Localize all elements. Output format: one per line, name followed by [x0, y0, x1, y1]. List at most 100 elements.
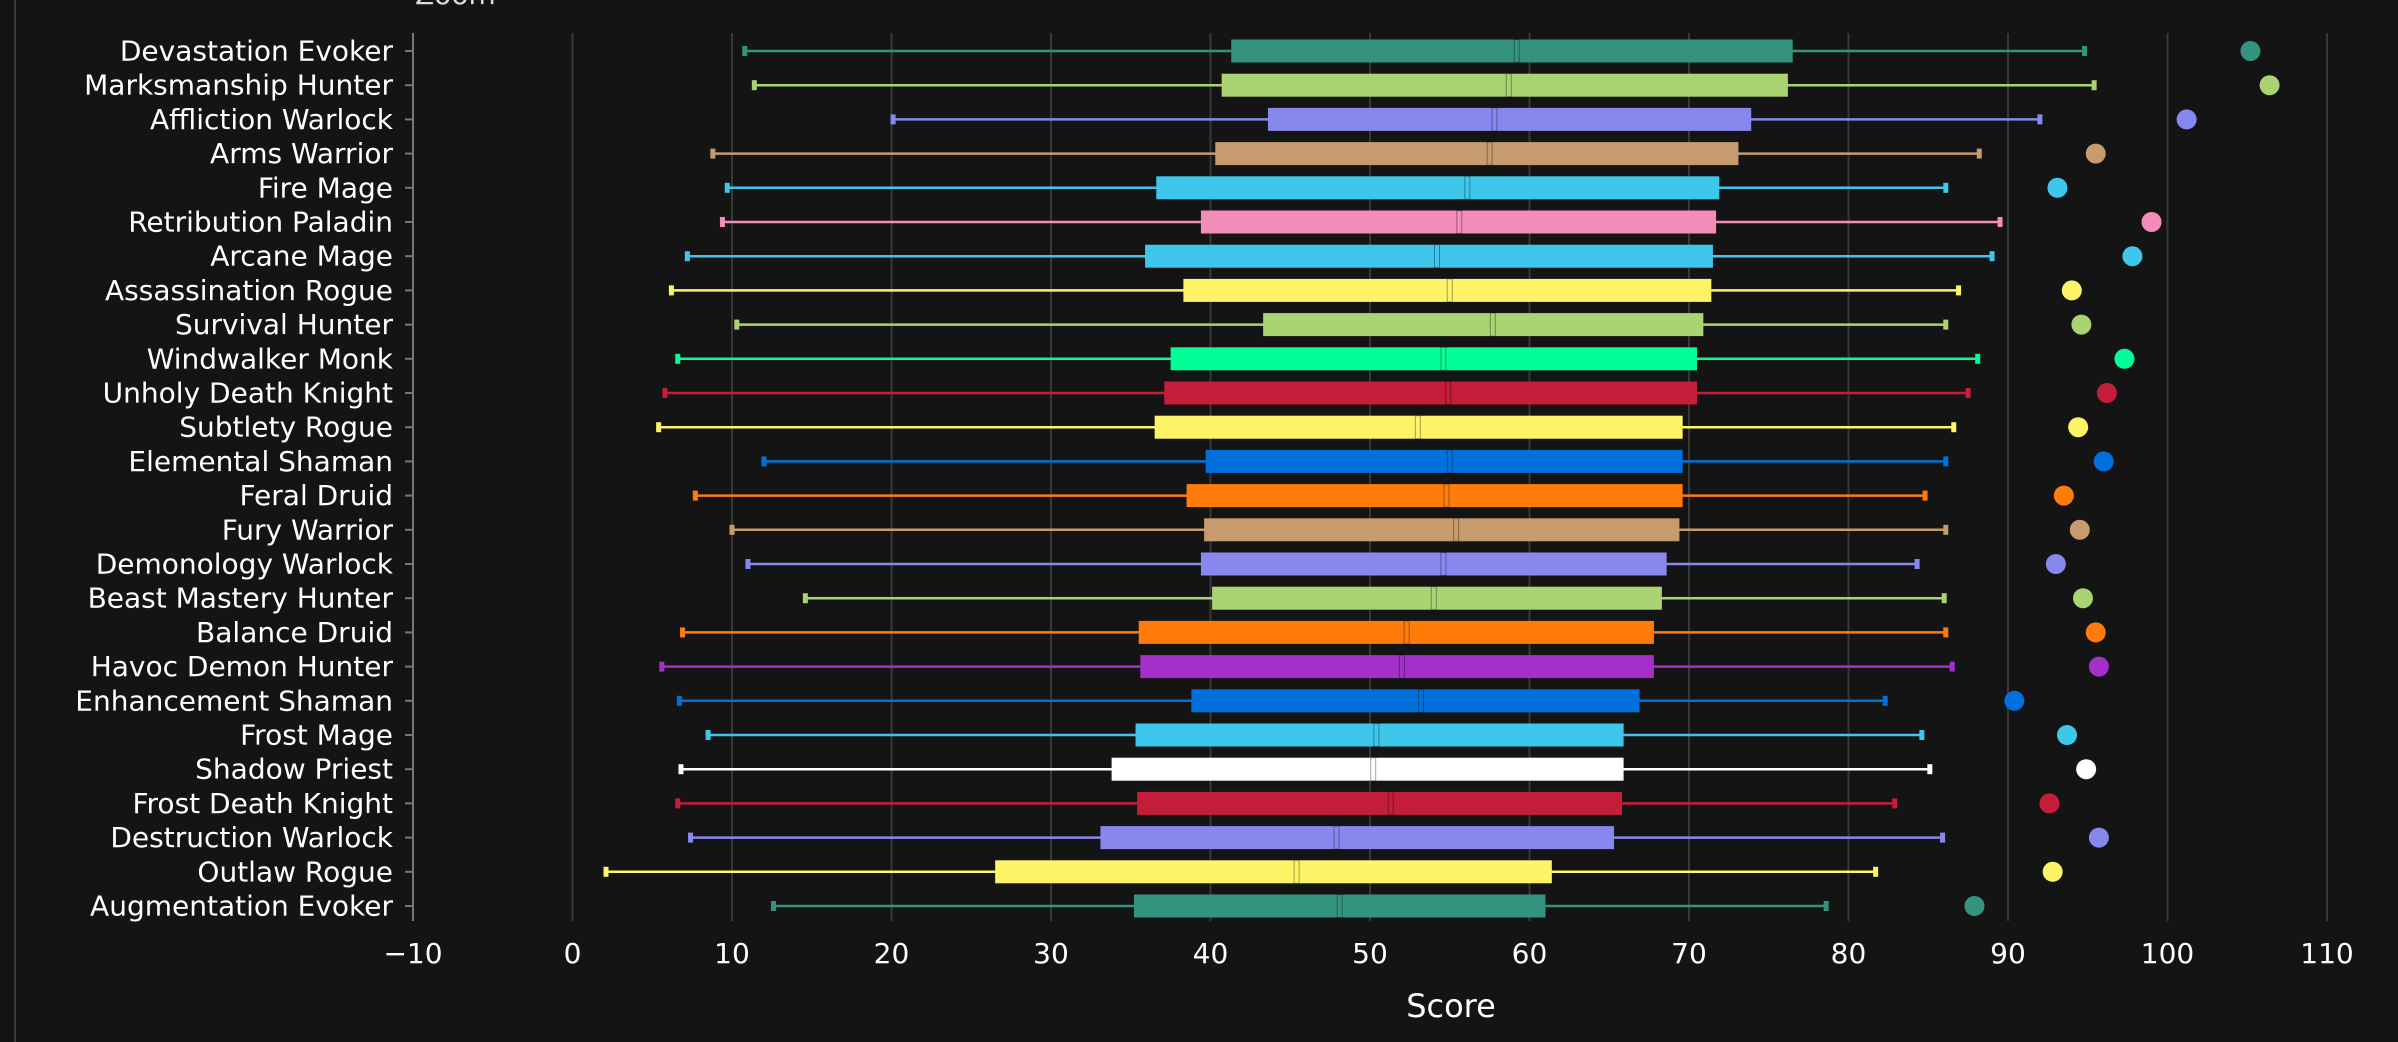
- category-label: Survival Hunter: [175, 308, 394, 341]
- max-point: [2088, 656, 2109, 677]
- whisker-cap-max: [1943, 524, 1949, 535]
- category-label: Destruction Warlock: [110, 821, 393, 854]
- box-plot-row: [710, 141, 2106, 166]
- whisker-cap-max: [1927, 764, 1933, 775]
- x-tick-label: 110: [2300, 937, 2353, 970]
- category-label: Beast Mastery Hunter: [88, 582, 394, 615]
- whisker-cap-min: [662, 388, 668, 398]
- median-marker: [1440, 346, 1447, 371]
- whisker-cap-max: [1943, 319, 1949, 330]
- category-label: Subtlety Rogue: [179, 411, 393, 444]
- category-label: Marksmanship Hunter: [84, 69, 393, 102]
- category-label: Elemental Shaman: [128, 445, 393, 478]
- iqr-box: [1111, 757, 1624, 781]
- median-marker: [1293, 859, 1300, 884]
- whisker-cap-min: [675, 353, 681, 364]
- whisker-cap-min: [745, 559, 751, 569]
- category-label: Balance Druid: [196, 616, 393, 649]
- box-plot-row: [719, 210, 2162, 234]
- median-marker: [1489, 312, 1496, 337]
- whisker-cap-min: [603, 866, 609, 877]
- category-label: Havoc Demon Hunter: [91, 650, 394, 683]
- box-plot-row: [729, 517, 2090, 542]
- category-label: Enhancement Shaman: [75, 684, 393, 717]
- median-marker: [1453, 517, 1460, 542]
- x-tick-label: 60: [1512, 937, 1548, 970]
- box-plot-row: [675, 346, 2135, 371]
- whisker-cap-max: [1940, 832, 1946, 843]
- box-plot-row: [675, 791, 2060, 816]
- whisker-cap-max: [1943, 456, 1949, 467]
- max-point: [2085, 622, 2106, 643]
- whisker-cap-max: [1882, 695, 1888, 706]
- chart-title[interactable]: Zoom: [415, 0, 496, 11]
- iqr-box: [995, 860, 1552, 884]
- box-plot-row: [802, 586, 2093, 611]
- median-marker: [1430, 586, 1437, 611]
- category-label: Devastation Evoker: [120, 35, 394, 68]
- max-point: [2057, 725, 2078, 745]
- category-label: Fury Warrior: [222, 513, 394, 546]
- category-label: Arcane Mage: [210, 240, 393, 273]
- max-point: [2061, 280, 2082, 301]
- iqr-box: [1191, 689, 1640, 713]
- whisker-cap-max: [1943, 627, 1949, 638]
- box-plot-row: [751, 73, 2280, 98]
- iqr-box: [1170, 347, 1697, 371]
- whisker-cap-max: [1965, 388, 1971, 398]
- median-marker: [1433, 244, 1440, 269]
- box-plot-row: [684, 244, 2143, 269]
- x-axis-title: Score: [1406, 987, 1496, 1025]
- max-point: [2004, 690, 2025, 711]
- whisker-cap-max: [1941, 593, 1947, 604]
- whisker-cap-min: [659, 661, 665, 672]
- whisker-cap-min: [676, 695, 682, 706]
- max-point: [1964, 896, 1985, 916]
- whisker-cap-min: [742, 46, 748, 56]
- box-plot-row: [761, 449, 2114, 474]
- whisker-cap-min: [680, 627, 686, 638]
- whisker-cap-min: [656, 422, 662, 433]
- box-plot-row: [659, 654, 2109, 679]
- whisker-cap-min: [751, 80, 757, 91]
- iqr-box: [1156, 176, 1720, 200]
- gridlines: [412, 33, 2328, 921]
- iqr-box: [1100, 826, 1615, 850]
- median-marker: [1486, 141, 1493, 166]
- category-label: Arms Warrior: [210, 137, 393, 170]
- median-marker: [1418, 688, 1425, 713]
- box-plot-row: [724, 175, 2068, 200]
- whisker-cap-min: [729, 524, 735, 535]
- box-plot-row: [688, 825, 2109, 850]
- iqr-box: [1263, 313, 1704, 337]
- whisker-cap-max: [1919, 730, 1925, 740]
- median-marker: [1440, 552, 1447, 576]
- median-marker: [1446, 278, 1453, 303]
- whisker-cap-max: [1975, 353, 1981, 364]
- max-point: [2122, 246, 2143, 267]
- category-label: Demonology Warlock: [96, 548, 394, 581]
- max-point: [2088, 827, 2109, 848]
- iqr-box: [1186, 484, 1683, 508]
- x-tick-label: 70: [1671, 937, 1707, 970]
- max-point: [2045, 554, 2066, 574]
- median-marker: [1398, 654, 1405, 679]
- iqr-box: [1215, 142, 1739, 166]
- iqr-box: [1145, 244, 1713, 268]
- whisker-cap-max: [2082, 46, 2088, 56]
- median-marker: [1456, 210, 1463, 234]
- box-plot-row: [676, 688, 2025, 713]
- box-plot-row: [770, 894, 1985, 918]
- iqr-box: [1231, 39, 1793, 63]
- x-tick-label: 30: [1033, 937, 1069, 970]
- max-point: [2071, 314, 2092, 335]
- whisker-cap-max: [1976, 148, 1982, 159]
- iqr-box: [1204, 518, 1680, 542]
- max-point: [2068, 417, 2089, 438]
- median-marker: [1333, 825, 1340, 850]
- whisker-cap-max: [1922, 490, 1928, 501]
- iqr-box: [1212, 586, 1662, 610]
- x-tick-label: 20: [874, 937, 910, 970]
